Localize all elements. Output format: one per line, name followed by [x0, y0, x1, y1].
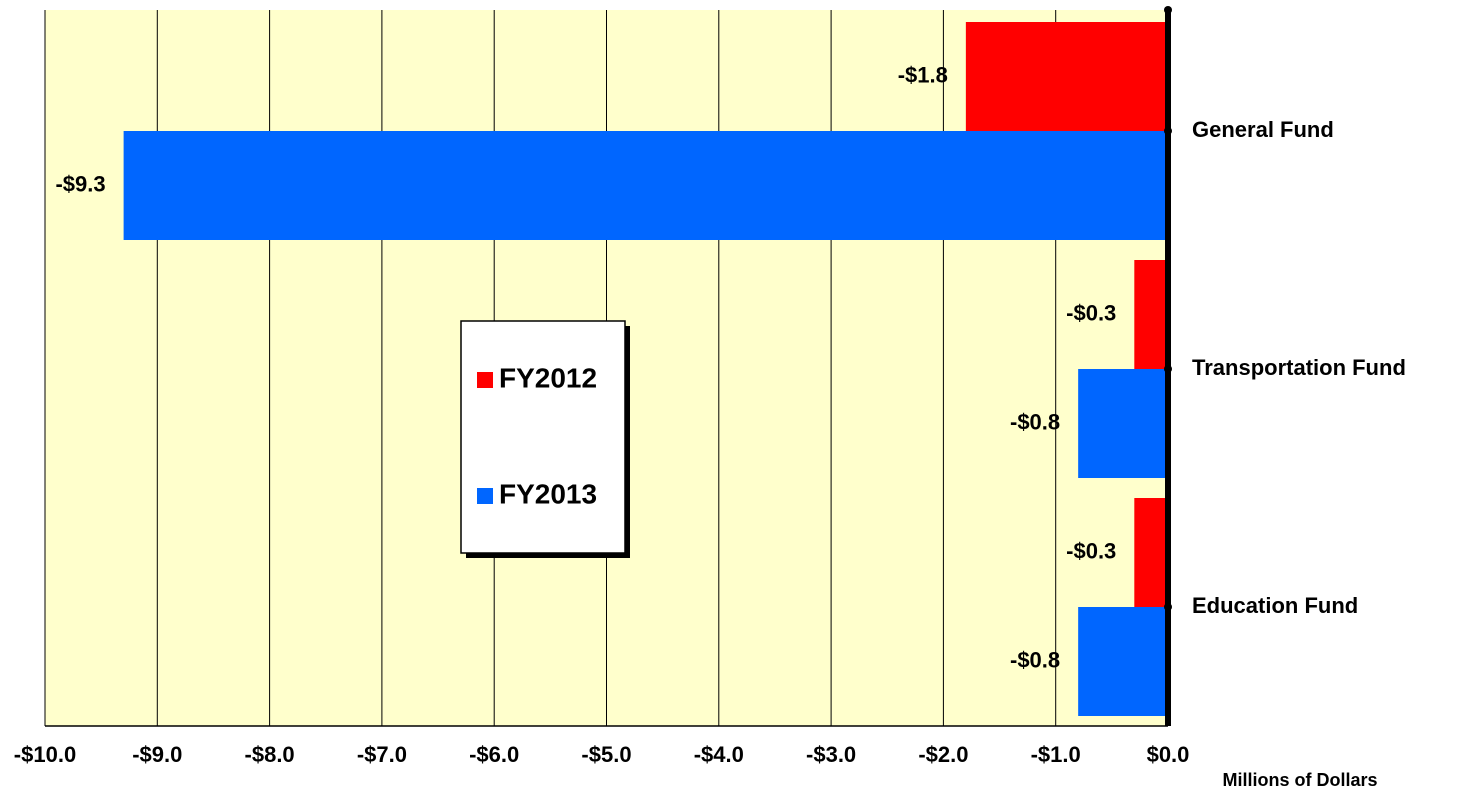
x-axis-label: Millions of Dollars	[1222, 770, 1377, 790]
legend	[460, 320, 626, 554]
legend-swatch	[477, 488, 493, 504]
bar	[1134, 498, 1168, 607]
legend-label: FY2012	[499, 362, 597, 393]
x-tick-label: -$2.0	[918, 742, 968, 767]
axis-tick	[1164, 603, 1172, 611]
value-label: -$0.8	[1010, 647, 1060, 672]
category-label: Education Fund	[1192, 593, 1358, 618]
bar	[123, 131, 1169, 240]
x-tick-label: $0.0	[1147, 742, 1190, 767]
x-tick-label: -$8.0	[245, 742, 295, 767]
value-label: -$9.3	[55, 171, 105, 196]
category-label: Transportation Fund	[1192, 355, 1406, 380]
axis-tick	[1164, 365, 1172, 373]
value-label: -$0.3	[1066, 300, 1116, 325]
legend-label: FY2013	[499, 478, 597, 509]
x-tick-label: -$10.0	[14, 742, 76, 767]
value-label: -$0.3	[1066, 538, 1116, 563]
x-tick-label: -$4.0	[694, 742, 744, 767]
category-label: General Fund	[1192, 117, 1334, 142]
bar	[1078, 369, 1168, 478]
x-tick-label: -$7.0	[357, 742, 407, 767]
x-tick-label: -$5.0	[581, 742, 631, 767]
legend-swatch	[477, 372, 493, 388]
axis-tick	[1164, 127, 1172, 135]
value-label: -$0.8	[1010, 409, 1060, 434]
bar	[965, 22, 1168, 131]
x-tick-label: -$9.0	[132, 742, 182, 767]
value-label: -$1.8	[898, 62, 948, 87]
axis-tick	[1164, 6, 1172, 14]
bar	[1134, 260, 1168, 369]
x-tick-label: -$1.0	[1031, 742, 1081, 767]
x-tick-label: -$6.0	[469, 742, 519, 767]
bar	[1078, 607, 1168, 716]
x-tick-label: -$3.0	[806, 742, 856, 767]
